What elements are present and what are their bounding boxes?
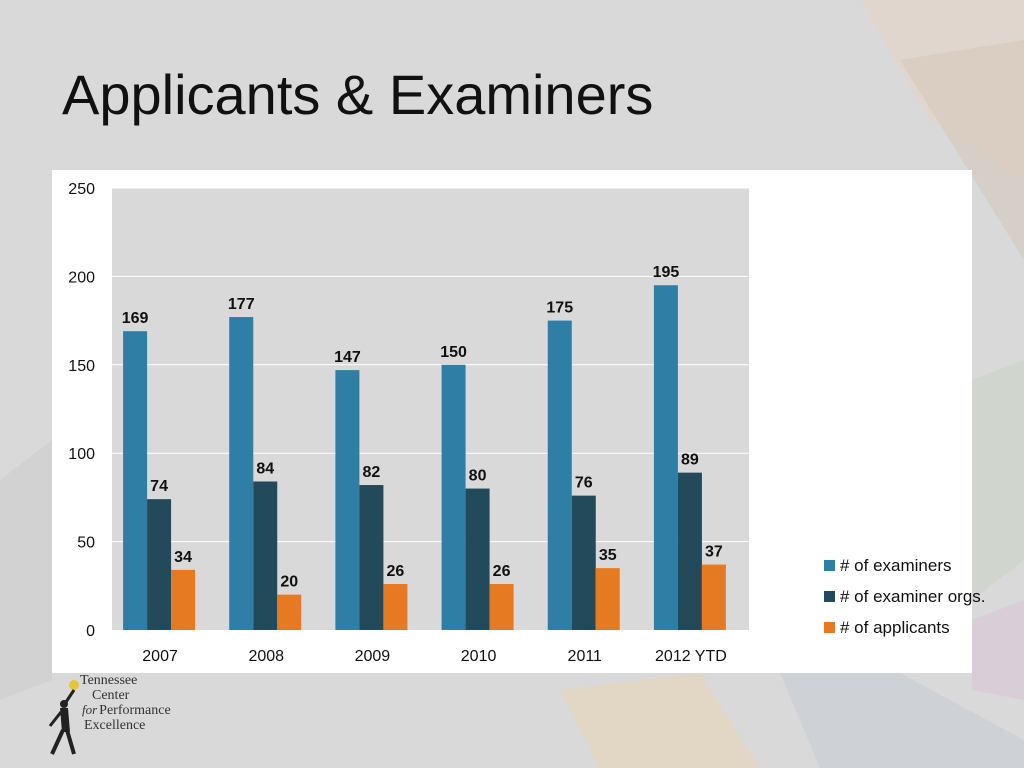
data-label: 76 xyxy=(575,475,593,492)
y-tick-label: 200 xyxy=(68,269,95,286)
data-label: 26 xyxy=(387,563,405,580)
bar xyxy=(571,495,596,630)
bar xyxy=(595,568,620,630)
bar xyxy=(653,285,678,630)
legend-swatch xyxy=(824,560,835,571)
bar xyxy=(359,485,384,630)
bar xyxy=(335,370,360,630)
legend-swatch xyxy=(824,622,835,633)
legend-label: # of examiners xyxy=(840,555,952,575)
data-label: 74 xyxy=(150,478,168,495)
data-label: 177 xyxy=(228,296,255,313)
logo-text: Tennessee Center for Performance Excellen… xyxy=(80,673,171,733)
bar xyxy=(489,584,514,630)
x-tick-label: 2010 xyxy=(461,648,497,665)
x-tick-label: 2007 xyxy=(142,648,178,665)
x-tick-label: 2009 xyxy=(355,648,391,665)
bar xyxy=(383,584,408,630)
data-label: 147 xyxy=(334,349,361,366)
legend-item: # of applicants xyxy=(824,612,986,643)
data-label: 150 xyxy=(440,344,467,361)
legend-item: # of examiners xyxy=(824,550,986,581)
data-label: 82 xyxy=(363,464,381,481)
y-tick-label: 250 xyxy=(68,181,95,198)
data-label: 169 xyxy=(122,310,149,327)
performer-figure-icon xyxy=(48,680,79,755)
data-label: 35 xyxy=(599,547,617,564)
legend-swatch xyxy=(824,591,835,602)
data-label: 195 xyxy=(653,264,680,281)
logo-line-performance: for Performance xyxy=(80,702,171,719)
logo-performance: Performance xyxy=(99,703,171,718)
data-label: 26 xyxy=(493,563,511,580)
y-tick-label: 50 xyxy=(77,535,95,552)
bar xyxy=(277,594,302,630)
chart-legend: # of examiners # of examiner orgs. # of ap… xyxy=(824,550,986,643)
y-tick-label: 0 xyxy=(86,623,95,640)
bar xyxy=(123,331,148,630)
logo-line-center: Center xyxy=(92,687,130,703)
chart-panel: 0 50 100 150 200 250 169 74 34 2007 177 84 20 2008 147… xyxy=(52,170,986,673)
tcpe-logo: Tennessee Center for Performance Excellen… xyxy=(44,672,204,762)
y-tick-label: 100 xyxy=(68,446,95,463)
data-label: 34 xyxy=(174,549,192,566)
y-tick-label: 150 xyxy=(68,358,95,375)
data-label: 84 xyxy=(256,460,274,477)
bar xyxy=(253,481,278,630)
slide-title: Applicants & Examiners xyxy=(62,63,654,126)
bar xyxy=(441,364,466,630)
logo-line-tennessee: Tennessee xyxy=(80,673,138,688)
logo-line-excellence: Excellence xyxy=(84,717,146,733)
x-tick-label: 2011 xyxy=(568,648,603,665)
bar xyxy=(147,499,172,630)
legend-label: # of examiner orgs. xyxy=(840,586,986,606)
x-tick-label: 2008 xyxy=(248,648,284,665)
legend-item: # of examiner orgs. xyxy=(824,581,986,612)
bar xyxy=(701,564,726,630)
bar xyxy=(171,569,196,630)
data-label: 20 xyxy=(280,574,298,591)
bar-chart: 0 50 100 150 200 250 169 74 34 2007 177 84 20 2008 147… xyxy=(68,181,749,665)
bar xyxy=(229,317,254,630)
bar xyxy=(465,488,490,630)
bar xyxy=(677,472,702,630)
data-label: 89 xyxy=(681,452,699,469)
logo-for: for xyxy=(82,702,98,717)
legend-label: # of applicants xyxy=(840,617,950,637)
plot-area xyxy=(112,188,749,630)
data-label: 80 xyxy=(469,468,487,485)
bar xyxy=(547,320,572,630)
data-label: 37 xyxy=(705,544,723,561)
x-tick-label: 2012 YTD xyxy=(655,648,727,665)
data-label: 175 xyxy=(546,300,573,317)
